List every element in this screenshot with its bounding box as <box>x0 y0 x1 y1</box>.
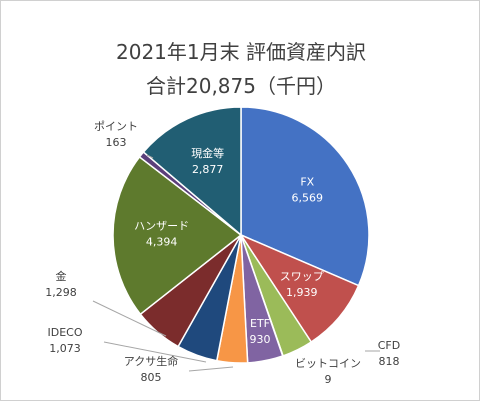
slice-label: IDECO <box>47 326 82 339</box>
slice-value-label: 930 <box>250 333 271 346</box>
chart-subtitle: 合計20,875（千円） <box>146 74 336 98</box>
slice-value-label: 1,939 <box>286 286 318 299</box>
data-labels: FX 6,569 スワップ 1,939 CFD 818 ビットコイン 9 ETF 930 アクサ生命… <box>45 120 400 386</box>
slice-label: アクサ生命 <box>124 354 178 368</box>
slice-label: ポイント <box>94 120 138 133</box>
pie-slice <box>142 106 242 237</box>
slice-label: ビットコイン <box>295 357 361 370</box>
leader-line <box>188 366 234 372</box>
leader-line <box>92 300 167 337</box>
pie-slice <box>240 106 370 287</box>
leader-lines <box>92 154 380 372</box>
leader-line <box>103 341 207 363</box>
slice-value-label: 805 <box>141 371 162 384</box>
slice-label: スワップ <box>280 270 324 283</box>
slice-value-label: 818 <box>379 355 400 368</box>
slice-value-label: 1,073 <box>49 342 81 355</box>
slice-value-label: 6,569 <box>292 191 324 204</box>
pie-slice <box>112 155 243 316</box>
leader-line <box>146 154 154 159</box>
slice-label: 金 <box>56 269 67 283</box>
chart-title: 2021年1月末 評価資産内訳 <box>116 40 366 64</box>
slice-value-label: 9 <box>325 373 332 386</box>
slice-value-label: 1,298 <box>45 286 77 299</box>
slice-label: 現金等 <box>191 146 224 160</box>
slice-label: CFD <box>378 339 400 352</box>
slice-value-label: 163 <box>106 136 127 149</box>
slice-label: ハンザード <box>134 219 189 232</box>
slice-label: FX <box>300 175 314 188</box>
slice-value-label: 4,394 <box>146 235 178 248</box>
slice-value-label: 2,877 <box>192 163 224 176</box>
pie-slices <box>112 106 370 364</box>
slice-label: ETF <box>250 317 270 330</box>
